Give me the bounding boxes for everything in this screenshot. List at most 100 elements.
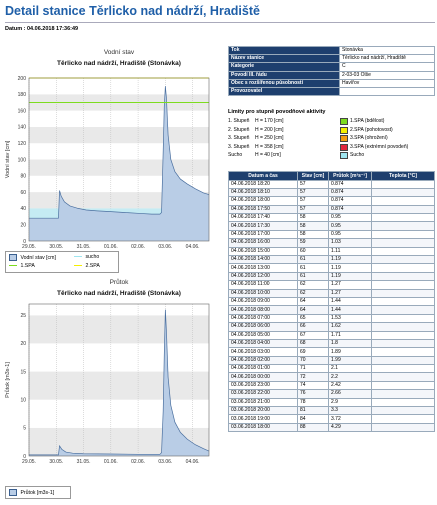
cell-flow: 2.1 <box>328 364 372 374</box>
info-row: Obec s rozšířenou působností Havířov <box>228 78 435 88</box>
limit-label: Sucho <box>350 152 365 159</box>
series-line <box>29 86 210 219</box>
info-row: Tok Stonávka <box>228 45 435 56</box>
cell-temperature <box>371 305 435 315</box>
chart-subtitle: Těrlicko nad nádrží, Hradiště (Stonávka) <box>57 290 181 297</box>
cell-flow: 0.874 <box>328 196 372 206</box>
cell-datetime: 04.06.2018 18:10 <box>228 187 298 198</box>
info-row: Provozovatel <box>228 86 435 97</box>
limit-stage: Sucho <box>228 152 243 159</box>
limit-color-swatch <box>340 143 348 151</box>
x-tick-label: 03.06. <box>158 244 172 250</box>
col-header-level: Stav [cm] <box>297 171 329 181</box>
page-title: Detail stanice Těrlicko nad nádrží, Hrad… <box>5 4 260 18</box>
cell-datetime: 03.06.2018 20:00 <box>228 406 298 416</box>
info-row: Název stanice Těrlicko nad nádrží, Hradiš… <box>228 54 435 64</box>
cell-flow: 3.72 <box>328 414 372 424</box>
cell-flow: 1.27 <box>328 280 372 290</box>
cell-level: 69 <box>297 347 329 357</box>
legend-swatch-level <box>9 254 17 261</box>
cell-datetime: 03.06.2018 23:00 <box>228 380 298 391</box>
cell-temperature <box>371 397 435 408</box>
table-row: 04.06.2018 00:00 72 2.2 <box>228 372 435 382</box>
limits-list: 1. Stupeň H = 170 [cm] 1.SPA (bdělost) 2. S… <box>228 117 435 160</box>
cell-level: 57 <box>297 204 329 215</box>
limit-color-swatch <box>340 152 348 160</box>
plot-frame <box>28 303 210 457</box>
cell-level: 57 <box>297 179 329 189</box>
cell-temperature <box>371 322 435 332</box>
y-tick-label: 25 <box>20 313 26 319</box>
cell-flow: 1.44 <box>328 296 372 307</box>
y-tick-label: 180 <box>18 92 27 98</box>
y-tick-label: 200 <box>18 76 27 82</box>
cell-datetime: 03.06.2018 22:00 <box>228 389 298 399</box>
info-row: Povodí III. řádu 2-03-03 Olše <box>228 70 435 80</box>
table-row: 04.06.2018 17:30 58 0.95 <box>228 221 435 231</box>
title-divider <box>5 22 435 23</box>
x-tick-label: 01.06. <box>104 244 118 250</box>
measurements-table: Datum a čas Stav [cm] Průtok [m³s⁻¹] Tep… <box>228 171 435 433</box>
cell-temperature <box>371 338 435 349</box>
table-row: 04.06.2018 02:00 70 1.99 <box>228 355 435 366</box>
table-row: 03.06.2018 20:00 81 3.3 <box>228 406 435 416</box>
table-row: 04.06.2018 01:00 71 2.1 <box>228 364 435 374</box>
cell-flow: 1.62 <box>328 322 372 332</box>
y-tick-label: 20 <box>20 223 26 229</box>
cell-flow: 0.874 <box>328 179 372 189</box>
cell-level: 68 <box>297 338 329 349</box>
cell-datetime: 03.06.2018 21:00 <box>228 397 298 408</box>
page-date: Datum : 04.06.2018 17:36:49 <box>5 26 79 32</box>
cell-datetime: 04.06.2018 00:00 <box>228 372 298 382</box>
cell-temperature <box>371 288 435 298</box>
cell-temperature <box>371 263 435 273</box>
grid-band <box>29 315 209 344</box>
limit-label: 3.SPA (extrémní povodeň) <box>350 143 409 150</box>
limit-row: 3. Stupeň H = 250 [cm] 3.SPA (ohrožení) <box>228 134 435 143</box>
limit-stage: 3. Stupeň <box>228 143 250 150</box>
col-header-flow: Průtok [m³s⁻¹] <box>328 171 372 181</box>
y-tick-label: 160 <box>18 108 27 114</box>
table-row: 04.06.2018 18:20 57 0.874 <box>228 179 435 189</box>
limit-height: H = 250 [cm] <box>255 135 284 142</box>
limit-row: 1. Stupeň H = 170 [cm] 1.SPA (bdělost) <box>228 117 435 126</box>
limit-row: 2. Stupeň H = 200 [cm] 2.SPA (pohotovost) <box>228 126 435 135</box>
y-tick-label: 40 <box>20 206 26 212</box>
y-tick-label: 0 <box>23 239 26 245</box>
cell-temperature <box>371 229 435 240</box>
y-tick-label: 80 <box>20 174 26 180</box>
cell-flow: 4.29 <box>328 422 372 433</box>
table-row: 04.06.2018 07:00 65 1.53 <box>228 313 435 324</box>
cell-temperature <box>371 389 435 399</box>
grid-band <box>29 343 209 372</box>
chart-title: Průtok <box>110 278 130 286</box>
cell-temperature <box>371 422 435 433</box>
legend-label-level: Vodní stav [cm] <box>20 254 56 261</box>
limit-label: 1.SPA (bdělost) <box>350 118 385 124</box>
x-tick-label: 31.05. <box>77 459 91 465</box>
cell-level: 67 <box>297 330 329 340</box>
limit-stage: 3. Stupeň <box>228 135 250 142</box>
cell-flow: 1.19 <box>328 271 372 282</box>
y-tick-label: 60 <box>20 190 26 196</box>
station-info-table: Tok Stonávka Název stanice Těrlicko nad nád… <box>228 45 435 97</box>
cell-level: 81 <box>297 406 329 416</box>
limits-title: Limity pro stupně povodňové aktivity <box>228 109 326 115</box>
y-tick-label: 10 <box>20 398 26 404</box>
x-tick-label: 02.06. <box>131 244 145 250</box>
legend-swatch-sucho <box>74 256 82 258</box>
info-value: 2-03-03 Olše <box>339 70 435 80</box>
cell-level: 62 <box>297 288 329 298</box>
table-row: 03.06.2018 19:00 84 3.72 <box>228 414 435 424</box>
grid-band <box>29 126 209 144</box>
cell-temperature <box>371 271 435 282</box>
cell-flow: 2.42 <box>328 380 372 391</box>
col-header-datetime: Datum a čas <box>228 171 298 181</box>
cell-datetime: 04.06.2018 11:00 <box>228 280 298 290</box>
cell-datetime: 04.06.2018 17:50 <box>228 204 298 215</box>
cell-level: 64 <box>297 296 329 307</box>
cell-temperature <box>371 280 435 290</box>
cell-temperature <box>371 355 435 366</box>
cell-datetime: 04.06.2018 03:00 <box>228 347 298 357</box>
table-row: 04.06.2018 04:00 68 1.8 <box>228 338 435 349</box>
